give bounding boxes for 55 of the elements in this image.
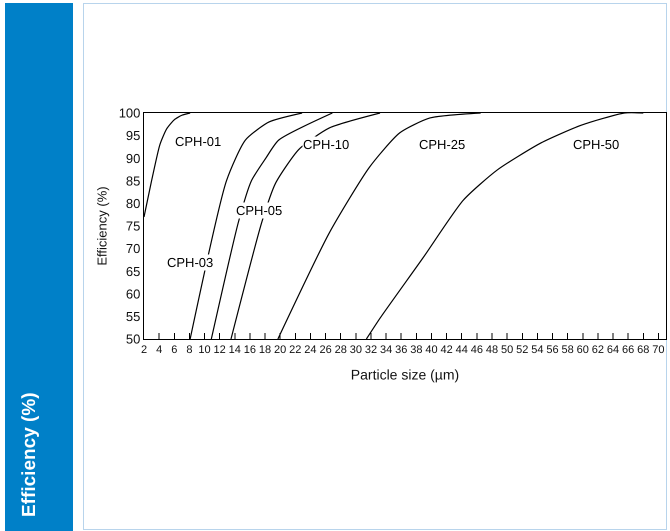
y-tick-label: 65 [126, 264, 140, 279]
x-tick-label: 6 [171, 344, 178, 356]
x-tick-label: 58 [562, 344, 574, 356]
x-tick-label: 26 [319, 344, 332, 356]
x-tick-label: 60 [576, 344, 589, 356]
series-label: CPH-10 [303, 137, 350, 152]
y-tick-label: 85 [126, 173, 140, 188]
y-tick-label: 95 [126, 128, 140, 144]
x-tick-label: 12 [214, 344, 226, 356]
x-tick-label: 64 [606, 344, 620, 356]
x-tick-label: 32 [364, 344, 378, 356]
y-tick-label: 60 [126, 286, 140, 302]
x-tick-label: 30 [350, 344, 362, 356]
x-tick-label: 36 [395, 344, 408, 356]
x-tick-label: 70 [652, 344, 665, 356]
x-tick-label: 62 [592, 344, 604, 356]
x-tick-label: 22 [289, 344, 302, 356]
series-label: CPH-50 [573, 137, 620, 152]
x-tick-label: 52 [516, 344, 528, 356]
y-axis-title: Efficiency (%) [94, 186, 110, 266]
x-tick-label: 48 [486, 344, 498, 356]
series-label: CPH-05 [236, 203, 282, 218]
x-tick-label: 10 [198, 344, 211, 356]
y-tick-label: 50 [126, 332, 140, 347]
y-tick-label: 80 [126, 196, 140, 211]
x-tick-label: 24 [304, 344, 317, 356]
x-tick-label: 66 [622, 344, 634, 356]
x-tick-label: 40 [425, 344, 438, 356]
y-tick-label: 70 [126, 241, 140, 256]
series-label: CPH-01 [175, 134, 222, 149]
x-tick-label: 56 [546, 344, 559, 356]
y-tick-label: 75 [126, 218, 140, 234]
x-tick-label: 54 [531, 344, 544, 356]
x-tick-label: 50 [501, 344, 514, 356]
x-tick-label: 34 [380, 344, 392, 356]
x-tick-label: 2 [140, 344, 148, 356]
x-tick-label: 44 [456, 344, 468, 356]
x-tick-label: 42 [440, 344, 453, 356]
y-tick-label: 100 [118, 106, 140, 121]
series-label: CPH-25 [419, 137, 466, 152]
x-tick-label: 18 [258, 344, 272, 356]
x-tick-label: 8 [186, 344, 192, 356]
x-tick-label: 4 [156, 344, 162, 356]
y-tick-label: 55 [126, 308, 140, 324]
x-tick-label: 68 [637, 344, 650, 356]
x-tick-label: 28 [334, 344, 347, 356]
text: Efficiency (%) [19, 392, 40, 517]
x-axis-title: Particle size (µm) [350, 366, 460, 382]
x-tick-label: 46 [470, 344, 483, 356]
x-tick-label: 38 [410, 344, 422, 356]
x-tick-label: 16 [244, 344, 256, 356]
x-tick-label: 14 [228, 344, 241, 356]
y-tick-label: 90 [126, 150, 140, 166]
x-tick-label: 20 [274, 344, 286, 356]
series-label: CPH-03 [167, 255, 214, 270]
